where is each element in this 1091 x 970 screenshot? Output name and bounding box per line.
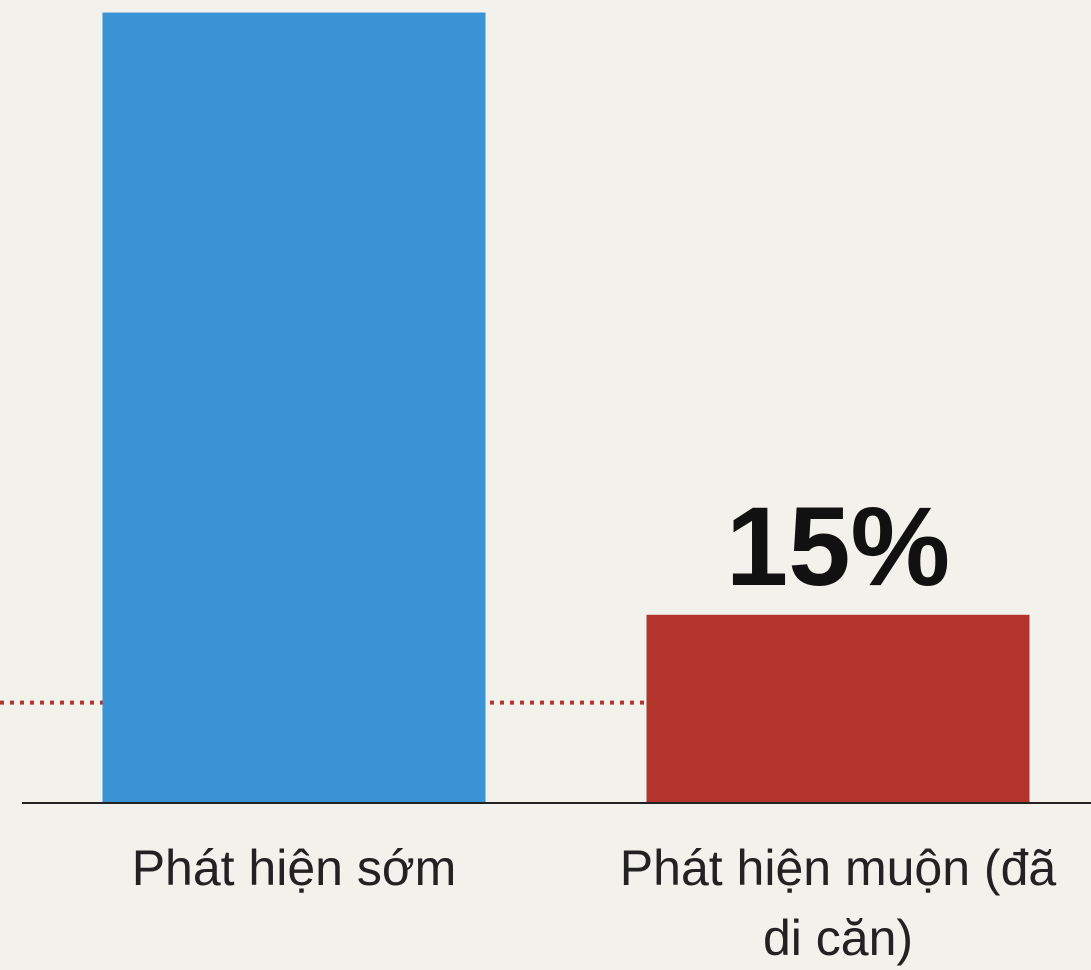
bar [646, 614, 1030, 803]
bar [102, 12, 486, 803]
x-tick-label: Phát hiện muộn (đã di căn) [619, 840, 1057, 966]
x-tick-label: Phát hiện sớm [131, 840, 457, 896]
value-label: 15% [726, 484, 950, 609]
